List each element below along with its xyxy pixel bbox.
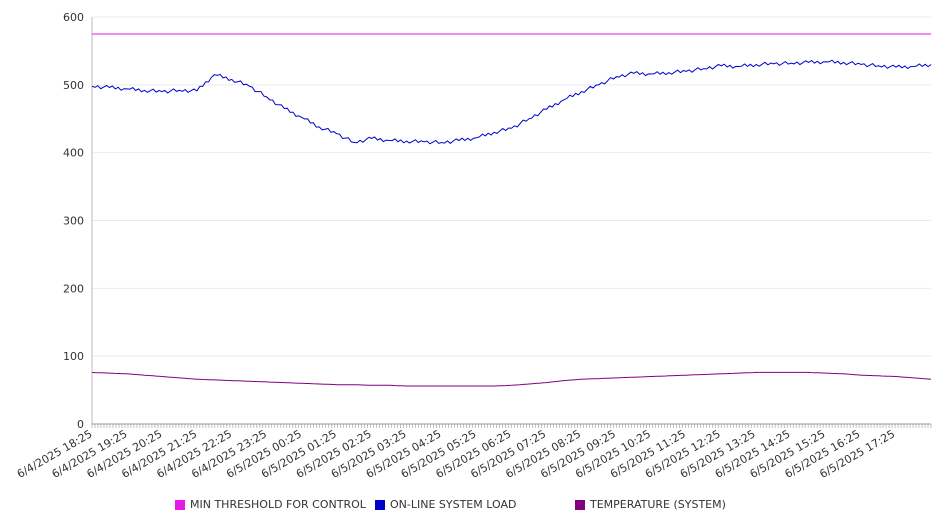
y-tick-label: 0 [77, 418, 84, 431]
legend-swatch [375, 499, 385, 510]
x-tick-labels: 6/4/2025 18:256/4/2025 19:256/4/2025 20:… [15, 427, 897, 481]
y-tick-label: 200 [63, 282, 84, 295]
legend-item: ON-LINE SYSTEM LOAD [375, 498, 516, 511]
legend-label: ON-LINE SYSTEM LOAD [390, 498, 517, 511]
y-tick-label: 400 [63, 147, 84, 160]
series-lines [91, 33, 932, 387]
y-tick-label: 300 [63, 215, 84, 228]
legend-item: TEMPERATURE (SYSTEM) [575, 498, 726, 511]
legend-label: TEMPERATURE (SYSTEM) [590, 498, 726, 511]
grid-lines [92, 16, 931, 357]
axes [91, 17, 932, 428]
series-line [91, 371, 932, 387]
legend-swatch [175, 499, 185, 510]
y-tick-label: 100 [63, 350, 84, 363]
y-tick-label: 500 [63, 79, 84, 92]
legend-item: MIN THRESHOLD FOR CONTROL [175, 498, 366, 511]
y-tick-label: 600 [63, 11, 84, 24]
legend-label: MIN THRESHOLD FOR CONTROL [190, 498, 366, 511]
series-line [91, 59, 932, 145]
legend-swatch [575, 499, 585, 510]
legend: MIN THRESHOLD FOR CONTROL ON-LINE SYSTEM … [0, 498, 946, 514]
y-tick-labels: 0 100 200 300 400 500 600 [63, 11, 84, 431]
